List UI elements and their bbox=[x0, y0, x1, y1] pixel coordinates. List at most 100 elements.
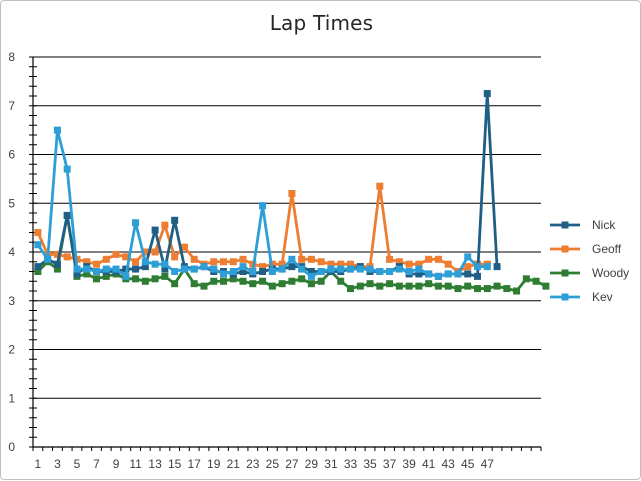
data-point bbox=[220, 258, 227, 266]
data-point bbox=[307, 272, 315, 280]
data-point bbox=[122, 253, 130, 261]
data-point bbox=[34, 241, 42, 249]
data-point bbox=[434, 272, 442, 280]
data-point bbox=[376, 182, 384, 190]
data-point bbox=[171, 216, 179, 224]
data-point bbox=[483, 263, 491, 271]
data-point bbox=[83, 265, 91, 273]
data-point bbox=[34, 263, 42, 271]
data-point bbox=[327, 265, 335, 273]
data-point bbox=[395, 265, 403, 273]
data-point bbox=[425, 270, 433, 278]
data-point bbox=[464, 270, 472, 278]
data-point bbox=[278, 280, 286, 288]
data-point bbox=[444, 282, 452, 290]
data-point bbox=[102, 272, 110, 280]
legend-marker bbox=[561, 245, 569, 253]
data-point bbox=[53, 250, 61, 258]
x-tick-label: 23 bbox=[246, 457, 260, 471]
data-point bbox=[268, 282, 276, 290]
x-tick-label: 19 bbox=[207, 457, 221, 471]
data-point bbox=[93, 275, 100, 283]
x-tick-label: 21 bbox=[227, 457, 241, 471]
data-point bbox=[493, 263, 501, 271]
data-point bbox=[190, 265, 198, 273]
data-point bbox=[171, 268, 179, 275]
data-point bbox=[347, 265, 354, 273]
data-point bbox=[122, 272, 130, 280]
data-point bbox=[141, 263, 149, 271]
data-point bbox=[102, 255, 110, 263]
data-point bbox=[405, 260, 413, 268]
data-point bbox=[112, 265, 120, 273]
data-point bbox=[161, 221, 169, 229]
legend-marker bbox=[561, 293, 569, 301]
data-point bbox=[288, 190, 296, 197]
data-point bbox=[63, 211, 71, 219]
data-point bbox=[63, 253, 71, 261]
data-point bbox=[483, 285, 491, 293]
data-point bbox=[366, 280, 374, 288]
data-point bbox=[464, 282, 472, 290]
x-tick-label: 41 bbox=[422, 457, 436, 471]
series-group bbox=[34, 90, 550, 295]
data-point bbox=[386, 268, 394, 275]
data-point bbox=[532, 277, 540, 285]
data-point bbox=[307, 280, 315, 288]
legend-item-nick: Nick bbox=[550, 218, 616, 232]
data-point bbox=[337, 260, 345, 268]
data-point bbox=[356, 282, 364, 290]
data-point bbox=[239, 268, 247, 275]
data-point bbox=[278, 260, 286, 268]
y-tick-label: 2 bbox=[8, 343, 15, 357]
data-point bbox=[151, 260, 159, 268]
x-tick-label: 39 bbox=[402, 457, 416, 471]
data-point bbox=[317, 277, 325, 285]
data-point bbox=[249, 280, 257, 288]
data-point bbox=[464, 263, 472, 271]
data-point bbox=[151, 226, 159, 234]
chart-title: Lap Times bbox=[269, 11, 374, 35]
data-point bbox=[444, 260, 452, 268]
series-geoff bbox=[34, 182, 491, 275]
y-tick-label: 5 bbox=[8, 196, 15, 210]
data-point bbox=[161, 272, 169, 280]
x-tick-label: 47 bbox=[481, 457, 495, 471]
data-point bbox=[53, 260, 61, 268]
data-point bbox=[259, 202, 267, 210]
data-point bbox=[395, 282, 403, 290]
data-point bbox=[386, 255, 394, 263]
data-point bbox=[259, 263, 267, 271]
data-point bbox=[356, 265, 364, 273]
y-tick-label: 3 bbox=[8, 294, 15, 308]
data-point bbox=[132, 258, 140, 266]
x-tick-label: 35 bbox=[363, 457, 377, 471]
data-point bbox=[112, 250, 120, 258]
data-point bbox=[190, 280, 198, 288]
data-point bbox=[83, 270, 91, 278]
data-point bbox=[171, 280, 179, 288]
x-tick-label: 17 bbox=[188, 457, 202, 471]
data-point bbox=[229, 275, 237, 283]
legend-label: Geoff bbox=[592, 242, 622, 256]
data-point bbox=[307, 268, 315, 275]
x-tick-label: 43 bbox=[442, 457, 456, 471]
data-point bbox=[93, 260, 100, 268]
data-point bbox=[239, 263, 247, 271]
data-point bbox=[53, 126, 61, 134]
data-point bbox=[268, 268, 276, 275]
data-point bbox=[239, 255, 247, 263]
y-tick-label: 8 bbox=[8, 50, 15, 64]
data-point bbox=[220, 277, 227, 285]
data-point bbox=[200, 263, 208, 271]
legend-label: Woody bbox=[592, 266, 629, 280]
data-point bbox=[141, 248, 149, 256]
x-tick-label: 1 bbox=[35, 457, 42, 471]
data-point bbox=[83, 258, 91, 266]
data-point bbox=[210, 258, 218, 266]
data-point bbox=[161, 265, 169, 273]
data-point bbox=[288, 263, 296, 271]
data-point bbox=[376, 282, 384, 290]
